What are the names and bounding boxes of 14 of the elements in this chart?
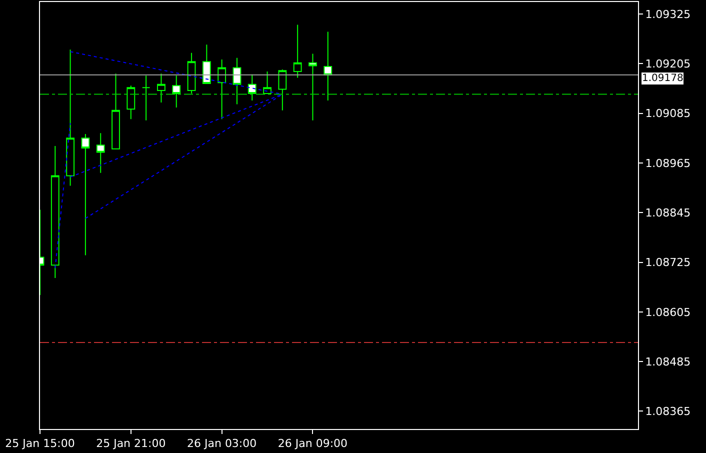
y-tick-label: 1.09205 (645, 58, 691, 70)
x-tick-label: 25 Jan 15:00 (5, 437, 75, 450)
x-tick-label: 26 Jan 03:00 (186, 437, 257, 450)
y-tick-label: 1.08485 (645, 355, 691, 368)
y-tick-label: 1.08965 (645, 156, 691, 170)
x-tick-label: 25 Jan 21:00 (96, 437, 166, 450)
x-tick-label: 26 Jan 09:00 (278, 437, 348, 450)
y-tick-label: 1.08605 (645, 306, 691, 319)
y-tick-label: 1.09325 (645, 8, 691, 21)
ref-line-label: 1.09178 (642, 73, 684, 84)
y-tick-label: 1.08845 (645, 206, 691, 220)
y-tick-label: 1.08365 (645, 405, 691, 418)
y-tick-label: 1.08725 (645, 256, 691, 270)
y-tick-label: 1.09085 (645, 107, 691, 120)
